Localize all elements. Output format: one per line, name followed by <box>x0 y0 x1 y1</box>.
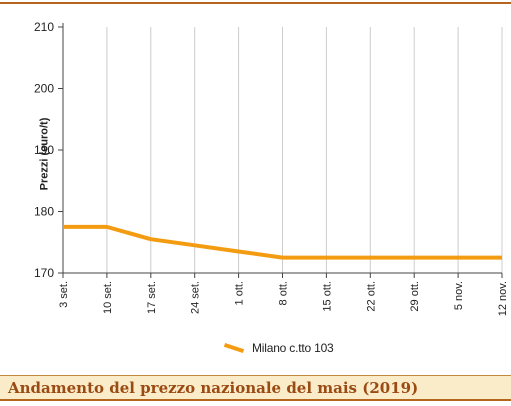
caption-text: Andamento del prezzo nazionale del mais … <box>8 379 419 397</box>
x-tick-label: 17 set. <box>146 281 158 314</box>
x-tick-label: 15 ott. <box>321 281 333 312</box>
x-tick-label: 3 set. <box>58 281 70 308</box>
legend-swatch <box>223 343 245 353</box>
x-tick-label: 29 ott. <box>409 281 421 312</box>
y-tick-label: 200 <box>34 82 54 96</box>
x-tick-label: 5 nov. <box>453 281 465 310</box>
top-rule <box>0 2 511 4</box>
legend-label: Milano c.tto 103 <box>252 341 334 355</box>
x-tick-label: 12 nov. <box>497 281 509 316</box>
y-tick-labels: 170 180 190 200 210 <box>34 20 54 280</box>
y-tick-label: 180 <box>34 205 54 219</box>
x-tick-label: 22 ott. <box>365 281 377 312</box>
x-tick-label: 24 set. <box>190 281 202 314</box>
x-tick-label: 8 ott. <box>278 281 290 305</box>
x-tick-label: 10 set. <box>102 281 114 314</box>
y-axis-label: Prezzi (euro/t) <box>38 117 51 191</box>
y-tick-label: 170 <box>34 266 54 280</box>
axes <box>58 23 503 278</box>
x-tick-labels: 3 set. 10 set. 17 set. 24 set. 1 ott. 8 ott. 1… <box>58 281 509 316</box>
x-tick-label: 1 ott. <box>234 281 246 305</box>
grid-lines <box>106 27 503 273</box>
y-tick-label: 190 <box>34 143 54 157</box>
line-chart: 170 180 190 200 210 3 set. 10 set. 17 set. 24 s… <box>34 20 509 316</box>
series-lines <box>62 224 503 260</box>
legend: Milano c.tto 103 <box>223 340 334 356</box>
figure-caption: Andamento del prezzo nazionale del mais … <box>0 375 511 401</box>
y-tick-label: 210 <box>34 20 54 34</box>
